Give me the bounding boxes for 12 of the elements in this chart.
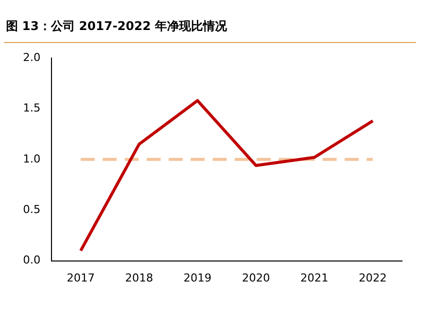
y-tick-label: 0.5 [22,202,40,216]
y-tick-label: 0.0 [22,254,40,267]
y-tick-label: 1.0 [22,152,40,166]
y-tick-label: 1.5 [22,102,40,115]
chart-title: 图 13：公司 2017-2022 年净现比情况 [6,18,228,35]
x-tick-label: 2019 [184,271,212,284]
x-tick-label: 2018 [125,271,154,284]
x-tick-label: 2021 [300,271,328,284]
y-tick-label: 2.0 [22,50,40,64]
x-tick-label: 2017 [66,271,95,284]
x-tick-label: 2020 [242,271,270,284]
x-tick-label: 2022 [358,271,387,284]
